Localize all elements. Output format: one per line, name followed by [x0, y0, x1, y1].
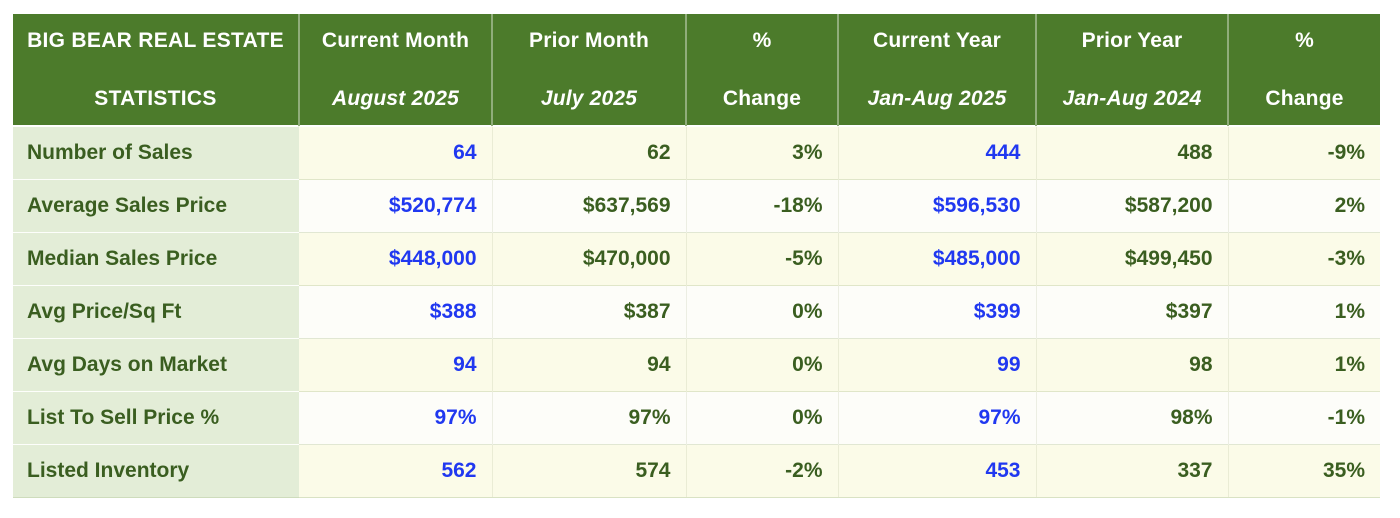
cell-value: 1%	[1227, 338, 1380, 392]
cell-value: 562	[299, 444, 492, 498]
cell-value: $397	[1035, 285, 1228, 339]
column-header-sublabel: Jan-Aug 2025	[867, 87, 1007, 110]
cell-value: -9%	[1227, 125, 1380, 180]
row-label: Median Sales Price	[13, 232, 299, 286]
statistics-table: BIG BEAR REAL ESTATE STATISTICS Current …	[13, 14, 1380, 498]
cell-value: 97%	[837, 391, 1036, 445]
cell-value: 35%	[1227, 444, 1380, 498]
cell-value: 453	[837, 444, 1036, 498]
column-header-sublabel: Change	[722, 87, 802, 110]
column-header-sublabel: Change	[1265, 87, 1344, 110]
column-header-current-year: Current Year Jan-Aug 2025	[837, 14, 1036, 126]
cell-value: 97%	[299, 391, 492, 445]
cell-value: 574	[491, 444, 686, 498]
cell-value: $596,530	[837, 179, 1036, 233]
column-header-month-change: % Change	[685, 14, 838, 126]
row-label: Avg Days on Market	[13, 338, 299, 392]
cell-value: 94	[491, 338, 686, 392]
column-header-sublabel: July 2025	[540, 87, 638, 110]
cell-value: 97%	[491, 391, 686, 445]
table-title-cell: BIG BEAR REAL ESTATE STATISTICS	[13, 14, 299, 126]
cell-value: 488	[1035, 125, 1228, 180]
column-header-current-month: Current Month August 2025	[298, 14, 492, 126]
table-row: Listed Inventory 562 574 -2% 453 337 35%	[13, 444, 1380, 498]
column-header-label: %	[1295, 29, 1314, 52]
cell-value: 94	[299, 338, 492, 392]
cell-value: $637,569	[491, 179, 686, 233]
column-header-label: Current Year	[872, 29, 1002, 52]
cell-value: $470,000	[491, 232, 686, 286]
row-label: Listed Inventory	[13, 444, 299, 498]
cell-value: -18%	[685, 179, 838, 233]
cell-value: 98%	[1035, 391, 1228, 445]
cell-value: 0%	[685, 338, 838, 392]
cell-value: $499,450	[1035, 232, 1228, 286]
column-header-label: %	[752, 29, 772, 52]
table-row: Avg Price/Sq Ft $388 $387 0% $399 $397 1%	[13, 285, 1380, 339]
cell-value: 0%	[685, 391, 838, 445]
row-label: Number of Sales	[13, 125, 299, 180]
column-header-year-change: % Change	[1227, 14, 1380, 126]
header-row: BIG BEAR REAL ESTATE STATISTICS Current …	[13, 14, 1380, 126]
cell-value: $448,000	[299, 232, 492, 286]
table-title-line1: BIG BEAR REAL ESTATE	[27, 29, 284, 52]
cell-value: 1%	[1227, 285, 1380, 339]
table-row: List To Sell Price % 97% 97% 0% 97% 98% -1%	[13, 391, 1380, 445]
row-label: List To Sell Price %	[13, 391, 299, 445]
row-label: Avg Price/Sq Ft	[13, 285, 299, 339]
cell-value: $485,000	[837, 232, 1036, 286]
table-row: Average Sales Price $520,774 $637,569 -18% $…	[13, 179, 1380, 233]
cell-value: $399	[837, 285, 1036, 339]
column-header-prior-month: Prior Month July 2025	[491, 14, 686, 126]
cell-value: 62	[491, 125, 686, 180]
cell-value: -2%	[685, 444, 838, 498]
table-row: Avg Days on Market 94 94 0% 99 98 1%	[13, 338, 1380, 392]
column-header-prior-year: Prior Year Jan-Aug 2024	[1035, 14, 1228, 126]
cell-value: 0%	[685, 285, 838, 339]
cell-value: 64	[299, 125, 492, 180]
cell-value: 2%	[1227, 179, 1380, 233]
table-title-line2: STATISTICS	[94, 87, 217, 110]
cell-value: $520,774	[299, 179, 492, 233]
row-label: Average Sales Price	[13, 179, 299, 233]
cell-value: $387	[491, 285, 686, 339]
cell-value: $388	[299, 285, 492, 339]
cell-value: -5%	[685, 232, 838, 286]
column-header-label: Current Month	[321, 29, 470, 52]
cell-value: -3%	[1227, 232, 1380, 286]
column-header-label: Prior Month	[528, 29, 650, 52]
column-header-label: Prior Year	[1081, 29, 1183, 52]
cell-value: 3%	[685, 125, 838, 180]
cell-value: 444	[837, 125, 1036, 180]
cell-value: 99	[837, 338, 1036, 392]
table-row: Number of Sales 64 62 3% 444 488 -9%	[13, 125, 1380, 180]
cell-value: -1%	[1227, 391, 1380, 445]
table-row: Median Sales Price $448,000 $470,000 -5% $48…	[13, 232, 1380, 286]
cell-value: 98	[1035, 338, 1228, 392]
column-header-sublabel: Jan-Aug 2024	[1062, 87, 1202, 110]
cell-value: 337	[1035, 444, 1228, 498]
cell-value: $587,200	[1035, 179, 1228, 233]
column-header-sublabel: August 2025	[331, 87, 460, 110]
